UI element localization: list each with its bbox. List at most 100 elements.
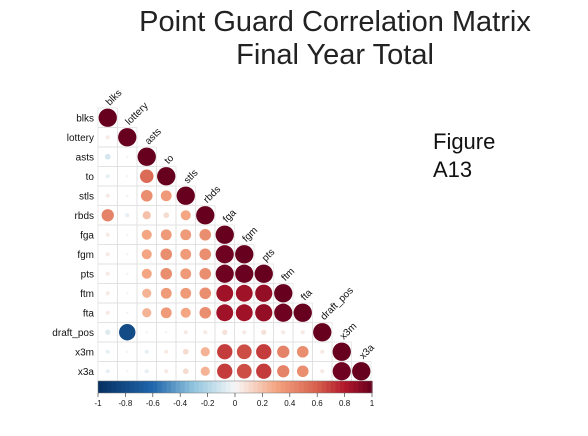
- corr-circle-x3a-draft_pos: [320, 369, 325, 374]
- corr-circle-stls-blks: [105, 193, 110, 198]
- corr-circle-x3m-fgm: [236, 344, 252, 360]
- row-label: to: [86, 172, 95, 183]
- colorbar-segment: [276, 381, 282, 393]
- colorbar-segment: [298, 381, 305, 393]
- corr-circle-fgm-rbds: [199, 248, 212, 261]
- corr-circle-x3a-pts: [256, 363, 272, 379]
- colorbar-tick-label: -0.8: [119, 399, 133, 408]
- corr-circle-x3m-fga: [217, 344, 233, 360]
- colorbar-segment: [239, 381, 245, 393]
- corr-circle-asts-lottery: [125, 155, 129, 159]
- colorbar-segment: [212, 381, 218, 393]
- colorbar-segment: [120, 381, 126, 393]
- corr-circle-x3m-draft_pos: [320, 349, 325, 354]
- colorbar-segment: [344, 381, 350, 393]
- colorbar-segment: [180, 381, 186, 393]
- corr-circle-x3m-ftm: [277, 345, 290, 358]
- colorbar-segment: [193, 381, 200, 393]
- row-label: asts: [76, 152, 94, 163]
- corr-circle-x3m-x3m: [332, 342, 351, 361]
- corr-circle-x3a-fga: [217, 363, 233, 379]
- column-label: asts: [143, 126, 164, 147]
- column-label: to: [163, 153, 177, 167]
- corr-circle-fta-asts: [142, 308, 152, 318]
- colorbar-segment: [353, 381, 359, 393]
- colorbar-tick-label: -0.4: [173, 399, 187, 408]
- corr-circle-lottery-lottery: [118, 128, 137, 147]
- corr-circle-x3m-lottery: [125, 350, 129, 354]
- column-label: lottery: [124, 101, 151, 128]
- corr-circle-draft_pos-rbds: [203, 330, 208, 335]
- corr-circle-fgm-stls: [180, 248, 192, 260]
- corr-circle-fga-rbds: [199, 228, 212, 241]
- corr-circle-x3a-blks: [105, 369, 110, 374]
- colorbar-segment: [294, 381, 300, 393]
- colorbar-tick-label: 0.8: [339, 399, 351, 408]
- corr-circle-fga-to: [160, 229, 172, 241]
- corr-circle-ftm-asts: [142, 288, 152, 298]
- corr-circle-x3a-rbds: [200, 366, 210, 376]
- colorbar-segment: [280, 381, 286, 393]
- figure-label: Figure A13: [433, 128, 495, 184]
- colorbar-segment: [152, 381, 158, 393]
- corr-circle-ftm-lottery: [125, 291, 129, 295]
- corr-circle-stls-to: [160, 190, 172, 202]
- corr-circle-pts-to: [160, 267, 173, 280]
- colorbar-segment: [303, 381, 309, 393]
- colorbar-segment: [107, 381, 113, 393]
- corr-circle-x3a-lottery: [125, 369, 129, 373]
- colorbar-tick-label: 1: [370, 399, 375, 408]
- colorbar-segment: [198, 381, 204, 393]
- row-label: stls: [79, 191, 94, 202]
- corr-circle-asts-asts: [137, 147, 156, 166]
- colorbar-segment: [216, 381, 222, 393]
- row-label: pts: [81, 269, 94, 280]
- colorbar-segment: [129, 381, 136, 393]
- corr-circle-fta-to: [160, 307, 172, 319]
- corr-circle-x3m-asts: [144, 349, 149, 354]
- corr-circle-pts-fgm: [235, 264, 254, 283]
- colorbar-tick-label: -0.2: [201, 399, 215, 408]
- colorbar-segment: [285, 381, 291, 393]
- corr-circle-x3m-fta: [296, 345, 309, 358]
- colorbar-segment: [189, 381, 195, 393]
- corr-circle-draft_pos-asts: [145, 330, 149, 334]
- row-label: fta: [83, 308, 95, 319]
- corr-circle-draft_pos-fgm: [242, 330, 247, 335]
- corr-circle-to-lottery: [125, 174, 129, 178]
- corr-circle-fta-blks: [105, 310, 110, 315]
- corr-circle-draft_pos-draft_pos: [313, 323, 332, 342]
- colorbar-segment: [321, 381, 327, 393]
- corr-circle-rbds-blks: [101, 209, 114, 222]
- colorbar-segment: [230, 381, 236, 393]
- corr-circle-asts-blks: [104, 153, 111, 160]
- colorbar-segment: [271, 381, 277, 393]
- colorbar-segment: [221, 381, 227, 393]
- corr-circle-rbds-to: [163, 212, 170, 219]
- colorbar-segment: [166, 381, 172, 393]
- corr-circle-x3a-fta: [296, 365, 309, 378]
- row-label: blks: [76, 113, 94, 124]
- corr-circle-fta-fta: [293, 303, 312, 322]
- colorbar-segment: [330, 381, 337, 393]
- corr-circle-x3m-to: [164, 349, 169, 354]
- chart-title: Point Guard Correlation Matrix Final Yea…: [100, 6, 570, 72]
- column-label: fga: [221, 207, 239, 225]
- column-label: fta: [299, 287, 315, 303]
- corr-circle-draft_pos-stls: [183, 330, 188, 335]
- column-label: stls: [182, 168, 200, 186]
- row-label: ftm: [80, 289, 94, 300]
- colorbar-segment: [248, 381, 254, 393]
- corr-circle-x3m-stls: [182, 348, 189, 355]
- corr-circle-rbds-stls: [180, 210, 191, 221]
- corr-circle-draft_pos-ftm: [281, 330, 286, 335]
- corr-circle-stls-stls: [176, 186, 195, 205]
- colorbar-segment: [253, 381, 259, 393]
- corr-circle-pts-stls: [180, 268, 192, 280]
- row-label: rbds: [75, 211, 94, 222]
- colorbar-segment: [349, 381, 355, 393]
- colorbar-segment: [317, 381, 323, 393]
- corr-circle-fga-lottery: [125, 233, 129, 237]
- corr-circle-fgm-lottery: [125, 252, 129, 256]
- corr-circle-x3a-x3a: [352, 362, 371, 381]
